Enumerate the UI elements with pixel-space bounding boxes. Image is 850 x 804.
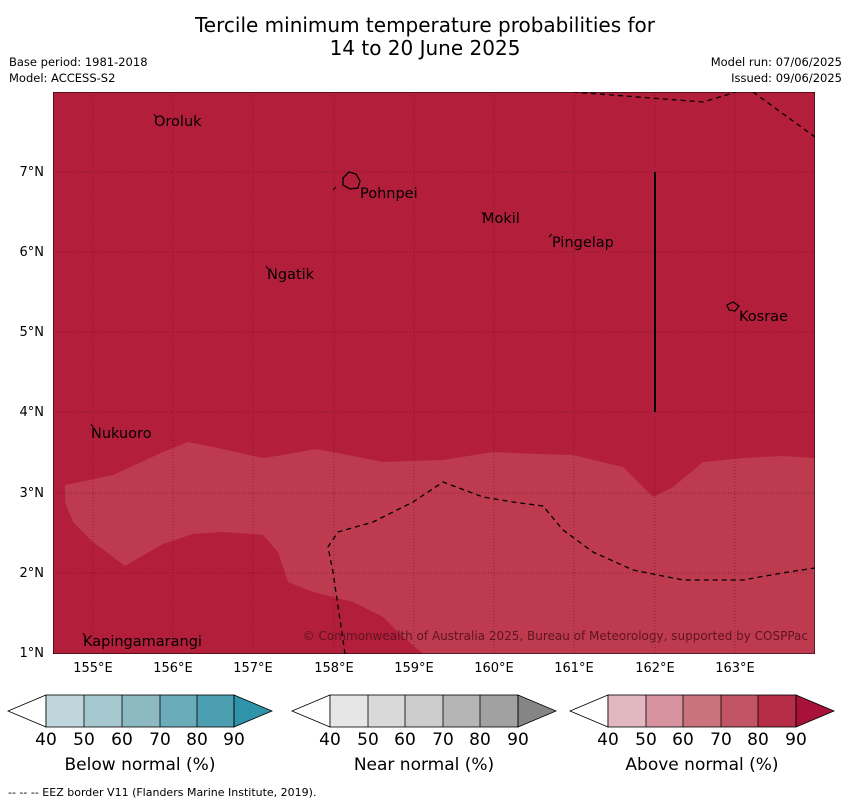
pingelap-islet (548, 233, 553, 238)
mokil-islet (481, 211, 485, 216)
colorbar-near-normal (290, 694, 558, 728)
near-normal-swatch-5 (480, 695, 518, 727)
model-run-text: Model run: 07/06/2025 (710, 55, 842, 69)
lat-tick-7n: 7°N (19, 165, 45, 180)
above-normal-swatch-6 (795, 694, 836, 728)
above-normal-70-region (65, 442, 815, 654)
near-normal-swatch-3 (405, 695, 443, 727)
above-normal-tick: 80 (747, 730, 769, 750)
below-normal-swatch-0 (6, 694, 47, 728)
lon-tick-161e: 161°E (554, 661, 594, 676)
colorbars (6, 694, 836, 728)
lat-tick-2n: 2°N (19, 566, 45, 581)
lon-tick-155e: 155°E (73, 661, 113, 676)
above-normal-tick: 40 (597, 730, 619, 750)
base-period-text: Base period: 1981-2018 (9, 55, 148, 69)
ngatik-islet (265, 265, 269, 270)
lat-tick-5n: 5°N (19, 325, 45, 340)
chart-title: Tercile minimum temperature probabilitie… (0, 14, 850, 60)
pohnpei-island-outline (342, 171, 361, 190)
colorbar-below-normal (6, 694, 274, 728)
lon-tick-160e: 160°E (474, 661, 514, 676)
kapingamarangi-islet (82, 632, 86, 637)
place-label-nukuoro: Nukuoro (91, 426, 152, 442)
above-normal-swatch-5 (758, 695, 796, 727)
below-normal-swatch-4 (160, 695, 197, 727)
below-normal-tick: 90 (223, 730, 245, 750)
below-normal-tick: 70 (149, 730, 171, 750)
lon-tick-159e: 159°E (394, 661, 434, 676)
above-normal-70-inner (288, 582, 423, 654)
near-normal-swatch-0 (290, 694, 331, 728)
lon-tick-157e: 157°E (233, 661, 273, 676)
lon-tick-158e: 158°E (314, 661, 354, 676)
colorbar-above-normal (568, 694, 836, 728)
oroluk-islet (153, 113, 157, 118)
pohnpei-islet (332, 186, 337, 191)
below-normal-tick: 80 (186, 730, 208, 750)
model-text: Model: ACCESS-S2 (9, 71, 116, 85)
below-normal-swatch-6 (233, 694, 274, 728)
below-normal-tick: 40 (35, 730, 57, 750)
above-normal-tick: 50 (635, 730, 657, 750)
below-normal-tick: 60 (111, 730, 133, 750)
eez-borders (327, 92, 815, 654)
nukuoro-islet (90, 423, 94, 428)
near-normal-swatch-2 (368, 695, 405, 727)
above-normal-tick: 90 (785, 730, 807, 750)
above-normal-swatch-1 (608, 695, 646, 727)
above-normal-tick: 60 (672, 730, 694, 750)
meta-left: Base period: 1981-2018 Model: ACCESS-S2 (9, 54, 148, 86)
below-normal-swatch-1 (46, 695, 84, 727)
below-normal-swatch-3 (122, 695, 160, 727)
place-label-ngatik: Ngatik (267, 267, 315, 283)
above-normal-label: Above normal (%) (625, 755, 779, 775)
title-line-2: 14 to 20 June 2025 (329, 36, 521, 60)
place-label-oroluk: Oroluk (154, 114, 202, 130)
forecast-map[interactable]: Oroluk Pohnpei Mokil Pingelap Ngatik Kos… (53, 92, 815, 654)
near-normal-swatch-4 (443, 695, 480, 727)
near-normal-tick: 40 (319, 730, 341, 750)
lon-tick-162e: 162°E (635, 661, 675, 676)
below-normal-tick: 50 (73, 730, 95, 750)
meta-right: Model run: 07/06/2025 Issued: 09/06/2025 (711, 54, 842, 86)
lon-tick-163e: 163°E (715, 661, 755, 676)
above-normal-tick: 70 (710, 730, 732, 750)
above-normal-swatch-0 (568, 694, 609, 728)
place-label-kosrae: Kosrae (739, 309, 788, 325)
above-normal-swatch-3 (683, 695, 721, 727)
near-normal-swatch-6 (517, 694, 558, 728)
near-normal-tick: 90 (507, 730, 529, 750)
place-label-pingelap: Pingelap (552, 235, 614, 251)
above-normal-swatch-2 (646, 695, 683, 727)
copyright-text: © Commonwealth of Australia 2025, Bureau… (303, 629, 808, 643)
lon-tick-156e: 156°E (153, 661, 193, 676)
near-normal-tick: 70 (432, 730, 454, 750)
lat-tick-1n: 1°N (19, 646, 45, 661)
issued-text: Issued: 09/06/2025 (731, 71, 842, 85)
below-normal-swatch-2 (84, 695, 122, 727)
below-normal-swatch-5 (197, 695, 234, 727)
above-normal-swatch-4 (721, 695, 758, 727)
place-label-mokil: Mokil (482, 211, 520, 227)
lat-tick-3n: 3°N (19, 486, 45, 501)
lat-tick-6n: 6°N (19, 245, 45, 260)
kosrae-island-outline (726, 301, 740, 312)
near-normal-tick: 50 (357, 730, 379, 750)
near-normal-tick: 80 (469, 730, 491, 750)
near-normal-tick: 60 (394, 730, 416, 750)
title-line-1: Tercile minimum temperature probabilitie… (194, 13, 656, 37)
eez-border-note: -- -- -- EEZ border V11 (Flanders Marine… (8, 786, 317, 799)
place-label-kapingamarangi: Kapingamarangi (83, 634, 202, 650)
near-normal-label: Near normal (%) (353, 755, 495, 775)
below-normal-label: Below normal (%) (64, 755, 216, 775)
place-label-pohnpei: Pohnpei (360, 186, 418, 202)
near-normal-swatch-1 (330, 695, 368, 727)
lat-tick-4n: 4°N (19, 405, 45, 420)
